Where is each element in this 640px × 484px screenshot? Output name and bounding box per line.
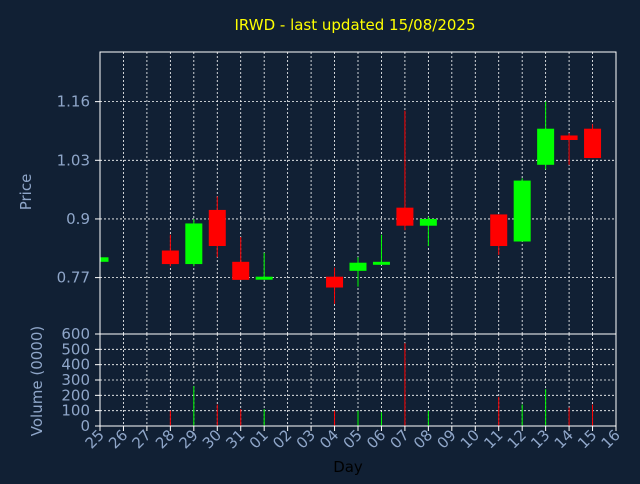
volume-tick-label: 500 [61, 340, 90, 358]
x-tick-label: 06 [363, 426, 389, 452]
candle-14 [560, 133, 578, 165]
chart-title: IRWD - last updated 15/08/2025 [235, 16, 476, 34]
x-tick-label: 16 [598, 426, 624, 452]
x-tick-label: 02 [269, 426, 295, 452]
x-tick-label: 04 [316, 426, 342, 452]
price-tick-label: 0.77 [57, 269, 90, 287]
candle-body [560, 135, 578, 140]
price-tick-label: 1.16 [57, 93, 90, 111]
candle-body [232, 261, 250, 280]
candle-12 [513, 178, 531, 242]
candle-13 [537, 101, 555, 170]
x-tick-label: 11 [480, 426, 506, 452]
volume-tick-label: 200 [61, 386, 90, 404]
x-tick-label: 12 [504, 426, 530, 452]
volume-axis-label: Volume (0000) [28, 326, 46, 436]
x-tick-label: 10 [457, 426, 483, 452]
volume-tick-label: 100 [61, 402, 90, 420]
candle-01 [255, 252, 273, 280]
x-tick-label: 07 [387, 426, 413, 452]
volume-tick-label: 300 [61, 371, 90, 389]
candle-body [513, 180, 531, 242]
candle-body [100, 257, 109, 262]
candle-body [161, 250, 179, 265]
x-tick-label: 01 [246, 426, 272, 452]
candle-body [396, 207, 414, 226]
x-tick-label: 08 [410, 426, 436, 452]
candle-05 [349, 257, 367, 287]
candle-06 [372, 234, 390, 265]
x-tick-labels: 2526272829303101020304050607080910111213… [82, 426, 624, 452]
x-tick-label: 27 [129, 426, 155, 452]
candle-31 [232, 236, 250, 280]
price-frame [99, 51, 617, 334]
candle-body [537, 128, 555, 165]
x-tick-label: 28 [152, 426, 178, 452]
candle-body [326, 276, 344, 288]
volume-tick-label: 600 [61, 325, 90, 343]
candle-15 [584, 124, 602, 159]
day-axis-label: Day [333, 458, 363, 476]
candle-body [419, 218, 437, 226]
x-tick-label: 03 [293, 426, 319, 452]
x-tick-label: 05 [340, 426, 366, 452]
x-tick-label: 09 [433, 426, 459, 452]
x-tick-label: 31 [222, 426, 248, 452]
candle-body [584, 128, 602, 159]
candle-30 [208, 196, 226, 258]
x-tick-label: 29 [175, 426, 201, 452]
candle-body [490, 214, 508, 247]
candle-04 [326, 267, 344, 304]
x-tick-label: 15 [574, 426, 600, 452]
x-tick-label: 13 [527, 426, 553, 452]
candle-29 [185, 218, 203, 267]
candle-08 [419, 216, 437, 247]
candle-25 [99, 257, 109, 262]
x-tick-label: 14 [551, 426, 577, 452]
candle-11 [490, 214, 508, 256]
candle-body [349, 262, 367, 271]
candle-body [255, 276, 273, 280]
price-tick-label: 0.9 [66, 210, 90, 228]
candle-07 [396, 110, 414, 231]
volume-tick-label: 0 [80, 417, 90, 435]
price-tick-label: 1.03 [57, 151, 90, 169]
x-tick-label: 26 [105, 426, 131, 452]
price-axis-label: Price [17, 174, 35, 211]
candle-body [372, 261, 390, 265]
price-panel: 0.77 0.9 1.03 1.16 [57, 51, 617, 334]
candle-28 [161, 234, 179, 267]
x-tick-label: 30 [199, 426, 225, 452]
candle-body [185, 223, 203, 265]
candle-body [208, 209, 226, 247]
volume-tick-label: 400 [61, 356, 90, 374]
